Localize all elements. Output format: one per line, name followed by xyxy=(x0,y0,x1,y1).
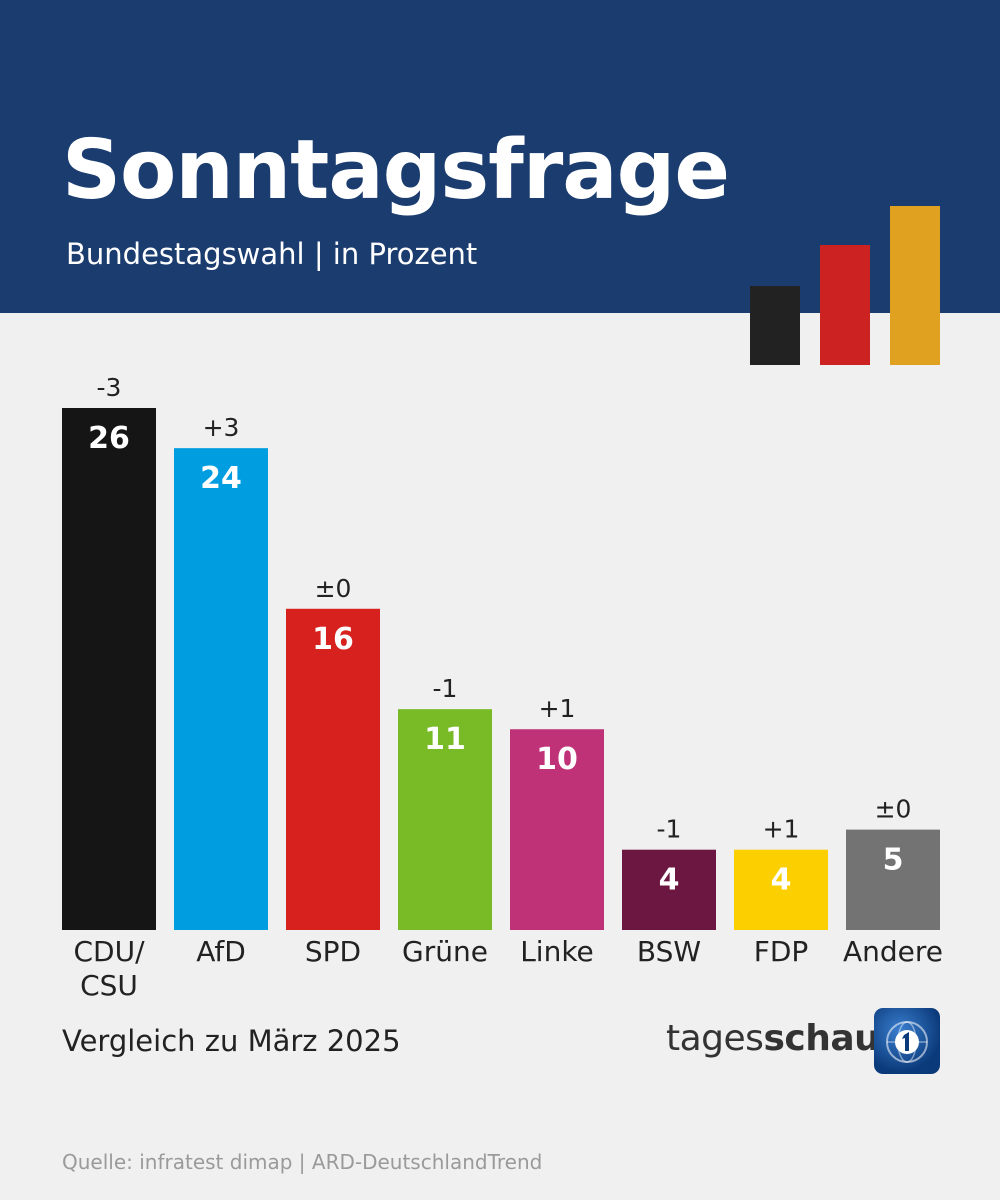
bar-2 xyxy=(286,608,380,930)
value-label-7: 5 xyxy=(883,843,904,878)
value-label-0: 26 xyxy=(88,421,130,456)
category-label-7-0: Andere xyxy=(843,935,943,968)
bar-0 xyxy=(62,408,156,930)
flag-bar-black xyxy=(750,286,800,365)
change-label-5: -1 xyxy=(657,815,682,844)
bar-4 xyxy=(510,729,604,930)
change-label-4: +1 xyxy=(539,694,576,723)
page-title: Sonntagsfrage xyxy=(62,123,730,218)
change-label-1: +3 xyxy=(203,413,240,442)
change-label-6: +1 xyxy=(763,815,800,844)
category-label-6-0: FDP xyxy=(754,935,809,968)
comparison-note: Vergleich zu März 2025 xyxy=(62,1024,401,1058)
change-label-0: -3 xyxy=(97,373,122,402)
value-label-4: 10 xyxy=(536,742,578,777)
bar-6 xyxy=(734,849,828,930)
bar-7 xyxy=(846,829,940,930)
header-banner: Sonntagsfrage Bundestagswahl | in Prozen… xyxy=(0,0,1000,313)
category-label-2-0: SPD xyxy=(305,935,361,968)
tagesschau-logo-icon xyxy=(874,1008,940,1074)
category-label-3-0: Grüne xyxy=(402,935,488,968)
bar-chart: 26 -3 CDU/CSU 24 +3 AfD 16 ±0 SPD 11 -1 Grüne 10 +1 Li… xyxy=(62,373,943,1002)
bar-5 xyxy=(622,849,716,930)
change-label-3: -1 xyxy=(433,674,458,703)
category-label-0-1: CSU xyxy=(80,969,138,1002)
value-label-5: 4 xyxy=(659,863,680,898)
category-label-0-0: CDU/ xyxy=(73,935,145,968)
flag-bar-gold xyxy=(890,206,940,365)
bar-3 xyxy=(398,709,492,930)
brand-part-tages: tages xyxy=(666,1018,764,1059)
value-label-2: 16 xyxy=(312,622,354,657)
page-subtitle: Bundestagswahl | in Prozent xyxy=(66,237,478,271)
value-label-3: 11 xyxy=(424,722,466,757)
category-label-4-0: Linke xyxy=(520,935,594,968)
brand-part-schau: schau xyxy=(763,1018,880,1059)
bar-1 xyxy=(174,448,268,930)
flag-bar-red xyxy=(820,245,870,365)
category-label-1-0: AfD xyxy=(196,935,246,968)
change-label-2: ±0 xyxy=(315,574,352,603)
change-label-7: ±0 xyxy=(875,795,912,824)
category-label-5-0: BSW xyxy=(637,935,701,968)
value-label-1: 24 xyxy=(200,461,242,496)
source-note: Quelle: infratest dimap | ARD-Deutschlan… xyxy=(62,1150,543,1174)
tagesschau-wordmark: tagesschau xyxy=(666,1018,880,1059)
value-label-6: 4 xyxy=(771,863,792,898)
